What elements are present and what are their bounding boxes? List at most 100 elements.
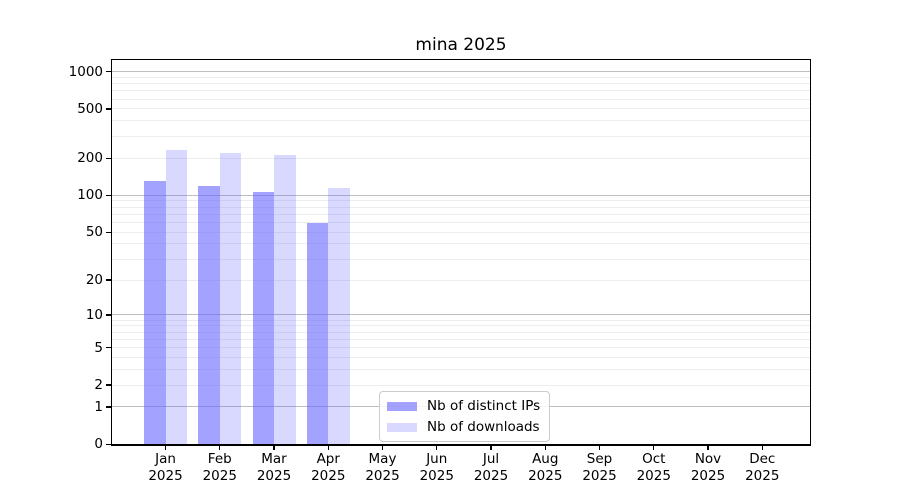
x-tick-mark [436, 445, 438, 450]
year-line: 2025 [690, 468, 726, 484]
x-axis-tick-label: Sep 2025 [572, 451, 628, 485]
legend: Nb of distinct IPs Nb of downloads [379, 391, 551, 442]
plot-area: Nb of distinct IPs Nb of downloads [112, 60, 810, 445]
minor-gridline [112, 356, 810, 358]
x-axis-tick-label: Nov 2025 [680, 451, 736, 485]
y-axis-tick-label: 10 [85, 306, 103, 323]
year-line: 2025 [365, 468, 400, 484]
x-tick-mark [598, 445, 601, 450]
x-tick-mark [219, 445, 221, 450]
minor-gridline [112, 157, 810, 159]
y-tick-mark [106, 108, 111, 110]
x-axis-tick-label: Mar 2025 [246, 451, 302, 485]
left-spine [111, 59, 113, 446]
bar-distinct-ips [144, 180, 166, 445]
y-tick-mark [106, 71, 111, 73]
month-line: Jan [155, 451, 176, 467]
y-axis-tick-label: 500 [77, 100, 103, 117]
y-axis-tick-label: 1 [94, 398, 103, 415]
y-tick-mark [106, 157, 111, 159]
minor-gridline [112, 222, 810, 224]
year-line: 2025 [582, 468, 617, 484]
y-axis-tick-label: 100 [77, 187, 103, 204]
x-tick-mark [381, 445, 384, 450]
y-axis-tick-label: 50 [85, 224, 103, 241]
x-tick-mark [490, 445, 492, 450]
major-gridline [112, 71, 810, 73]
minor-gridline [112, 206, 810, 208]
year-line: 2025 [419, 468, 454, 484]
bar-downloads [328, 187, 350, 445]
bar-downloads [274, 155, 296, 445]
minor-gridline [112, 135, 810, 137]
x-tick-mark [707, 445, 709, 450]
year-line: 2025 [311, 468, 346, 484]
year-line: 2025 [636, 468, 671, 484]
year-line: 2025 [148, 468, 183, 484]
y-axis-tick-label: 0 [94, 436, 103, 453]
x-axis-tick-label: Feb 2025 [192, 451, 248, 485]
y-tick-mark [106, 279, 111, 281]
legend-item: Nb of distinct IPs [387, 397, 540, 415]
y-tick-mark [106, 443, 111, 445]
bar-downloads [219, 153, 242, 445]
major-gridline [112, 194, 810, 196]
y-axis-tick-label: 20 [85, 272, 103, 289]
minor-gridline [112, 120, 810, 122]
minor-gridline [112, 243, 810, 245]
x-tick-mark [327, 445, 329, 450]
minor-gridline [112, 76, 810, 78]
x-axis-tick-label: May 2025 [355, 451, 411, 485]
bar-distinct-ips [252, 191, 274, 445]
minor-gridline [112, 213, 810, 215]
y-tick-mark [106, 406, 111, 408]
minor-gridline [112, 83, 810, 85]
minor-gridline [112, 98, 810, 100]
y-axis-tick-label: 1000 [68, 63, 103, 80]
x-axis-tick-label: Jun 2025 [409, 451, 465, 485]
x-axis-tick-label: Aug 2025 [517, 451, 573, 485]
month-line: May [368, 451, 397, 467]
legend-swatch [387, 422, 417, 432]
x-axis-tick-label: Jul 2025 [463, 451, 519, 485]
x-axis-tick-label: Dec 2025 [734, 451, 790, 485]
minor-gridline [112, 384, 810, 386]
year-line: 2025 [745, 468, 780, 484]
x-axis-tick-label: Jan 2025 [138, 451, 194, 485]
minor-gridline [112, 258, 810, 260]
legend-label: Nb of downloads [427, 418, 540, 435]
year-line: 2025 [256, 468, 292, 484]
month-line: Jul [482, 451, 500, 467]
x-tick-mark [653, 445, 655, 450]
minor-gridline [112, 231, 810, 233]
bar-distinct-ips [198, 186, 220, 445]
legend-item: Nb of downloads [387, 418, 540, 436]
y-tick-mark [106, 347, 111, 349]
minor-gridline [112, 325, 810, 327]
year-line: 2025 [473, 468, 509, 484]
month-line: Feb [207, 451, 232, 467]
minor-gridline [112, 279, 810, 281]
bar-downloads [165, 149, 187, 445]
x-tick-mark [761, 445, 763, 450]
year-line: 2025 [202, 468, 237, 484]
major-gridline [112, 314, 810, 316]
minor-gridline [112, 347, 810, 349]
x-tick-mark [164, 445, 167, 450]
x-axis-tick-label: Oct 2025 [626, 451, 682, 485]
minor-gridline [112, 108, 810, 110]
month-line: Sep [586, 451, 613, 467]
y-axis-tick-label: 2 [94, 377, 103, 394]
year-line: 2025 [528, 468, 563, 484]
y-axis-tick-label: 5 [94, 339, 103, 356]
legend-swatch [387, 401, 417, 411]
right-spine [809, 59, 811, 446]
minor-gridline [112, 369, 810, 371]
minor-gridline [112, 319, 810, 321]
month-line: Jun [426, 451, 448, 467]
bar-distinct-ips [306, 222, 329, 445]
month-line: Dec [749, 451, 776, 467]
legend-label: Nb of distinct IPs [427, 397, 541, 414]
month-line: Aug [532, 451, 559, 467]
